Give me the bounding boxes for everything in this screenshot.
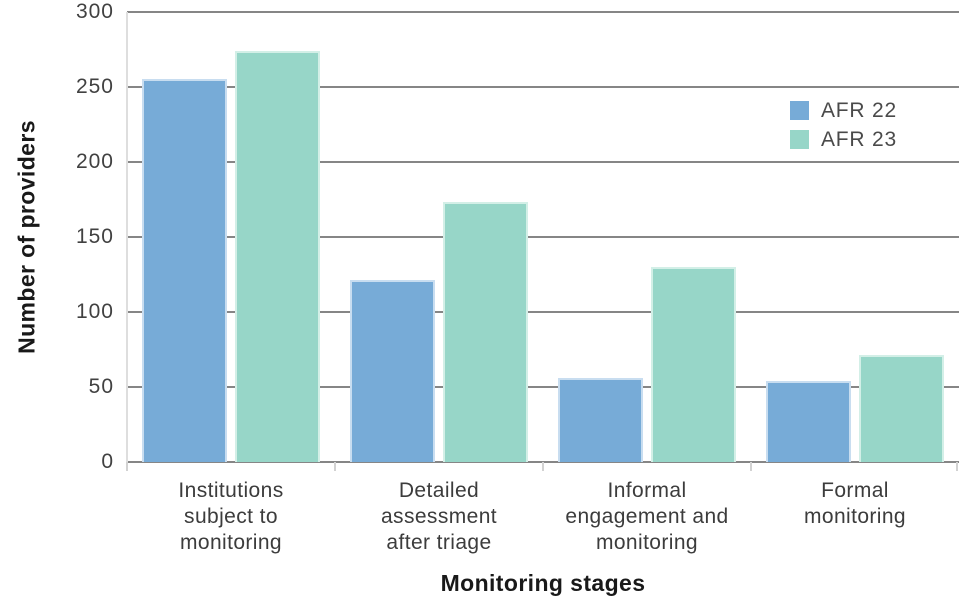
x-category-label-2: Detailed assessment after triage [381, 478, 497, 556]
y-tick-label-250: 250 [75, 75, 114, 98]
x-axis-boundary-tick [542, 462, 544, 471]
legend-label: AFR 23 [821, 128, 897, 151]
y-tick-label-200: 200 [75, 150, 114, 173]
bar-afr-22-category-1 [142, 79, 227, 462]
y-tick-label-50: 50 [88, 375, 114, 398]
x-axis-boundary-tick [334, 462, 336, 471]
x-category-label-4: Formal monitoring [804, 478, 906, 530]
bar-afr-23-category-1 [235, 51, 320, 462]
bar-afr-23-category-4 [859, 355, 944, 462]
y-tick-label-0: 0 [101, 450, 114, 473]
x-category-label-line: Institutions [178, 479, 284, 502]
gridline-100 [127, 311, 959, 313]
bar-afr-23-category-2 [443, 202, 528, 462]
x-axis-boundary-tick [956, 462, 958, 471]
gridline-250 [127, 86, 959, 88]
x-category-label-1: Institutions subject to monitoring [178, 478, 283, 556]
bar-afr-22-category-4 [766, 381, 851, 462]
bar-afr-22-category-2 [350, 280, 435, 462]
x-category-label-line: engagement and [565, 505, 729, 528]
gridline-150 [127, 236, 959, 238]
x-category-label-line: assessment [380, 505, 498, 528]
y-axis-line [126, 12, 128, 462]
x-category-label-line: monitoring [595, 531, 699, 554]
x-axis-boundary-tick [126, 462, 128, 471]
x-category-label-line: monitoring [179, 531, 283, 554]
x-category-label-line: Informal [607, 479, 687, 502]
gridline-200 [127, 161, 959, 163]
y-tick-label-300: 300 [75, 0, 114, 23]
legend-swatch-afr-23 [790, 130, 809, 149]
x-category-label-line: Formal [821, 479, 889, 502]
bar-afr-22-category-3 [558, 378, 643, 462]
gridline-50 [127, 386, 959, 388]
x-axis-title: Monitoring stages [440, 570, 646, 596]
bar-afr-23-category-3 [651, 267, 736, 462]
y-tick-label-100: 100 [75, 300, 114, 323]
legend-swatch-afr-22 [790, 101, 809, 120]
x-category-label-line: subject to [184, 505, 278, 528]
x-category-label-line: monitoring [803, 505, 907, 528]
gridline-300 [127, 11, 959, 13]
x-axis-boundary-tick [750, 462, 752, 471]
x-category-label-line: Detailed [398, 479, 480, 502]
x-category-label-line: after triage [386, 531, 492, 554]
y-tick-label-150: 150 [75, 225, 114, 248]
x-category-label-3: Informal engagement and monitoring [565, 478, 728, 556]
legend-label: AFR 22 [821, 99, 897, 122]
